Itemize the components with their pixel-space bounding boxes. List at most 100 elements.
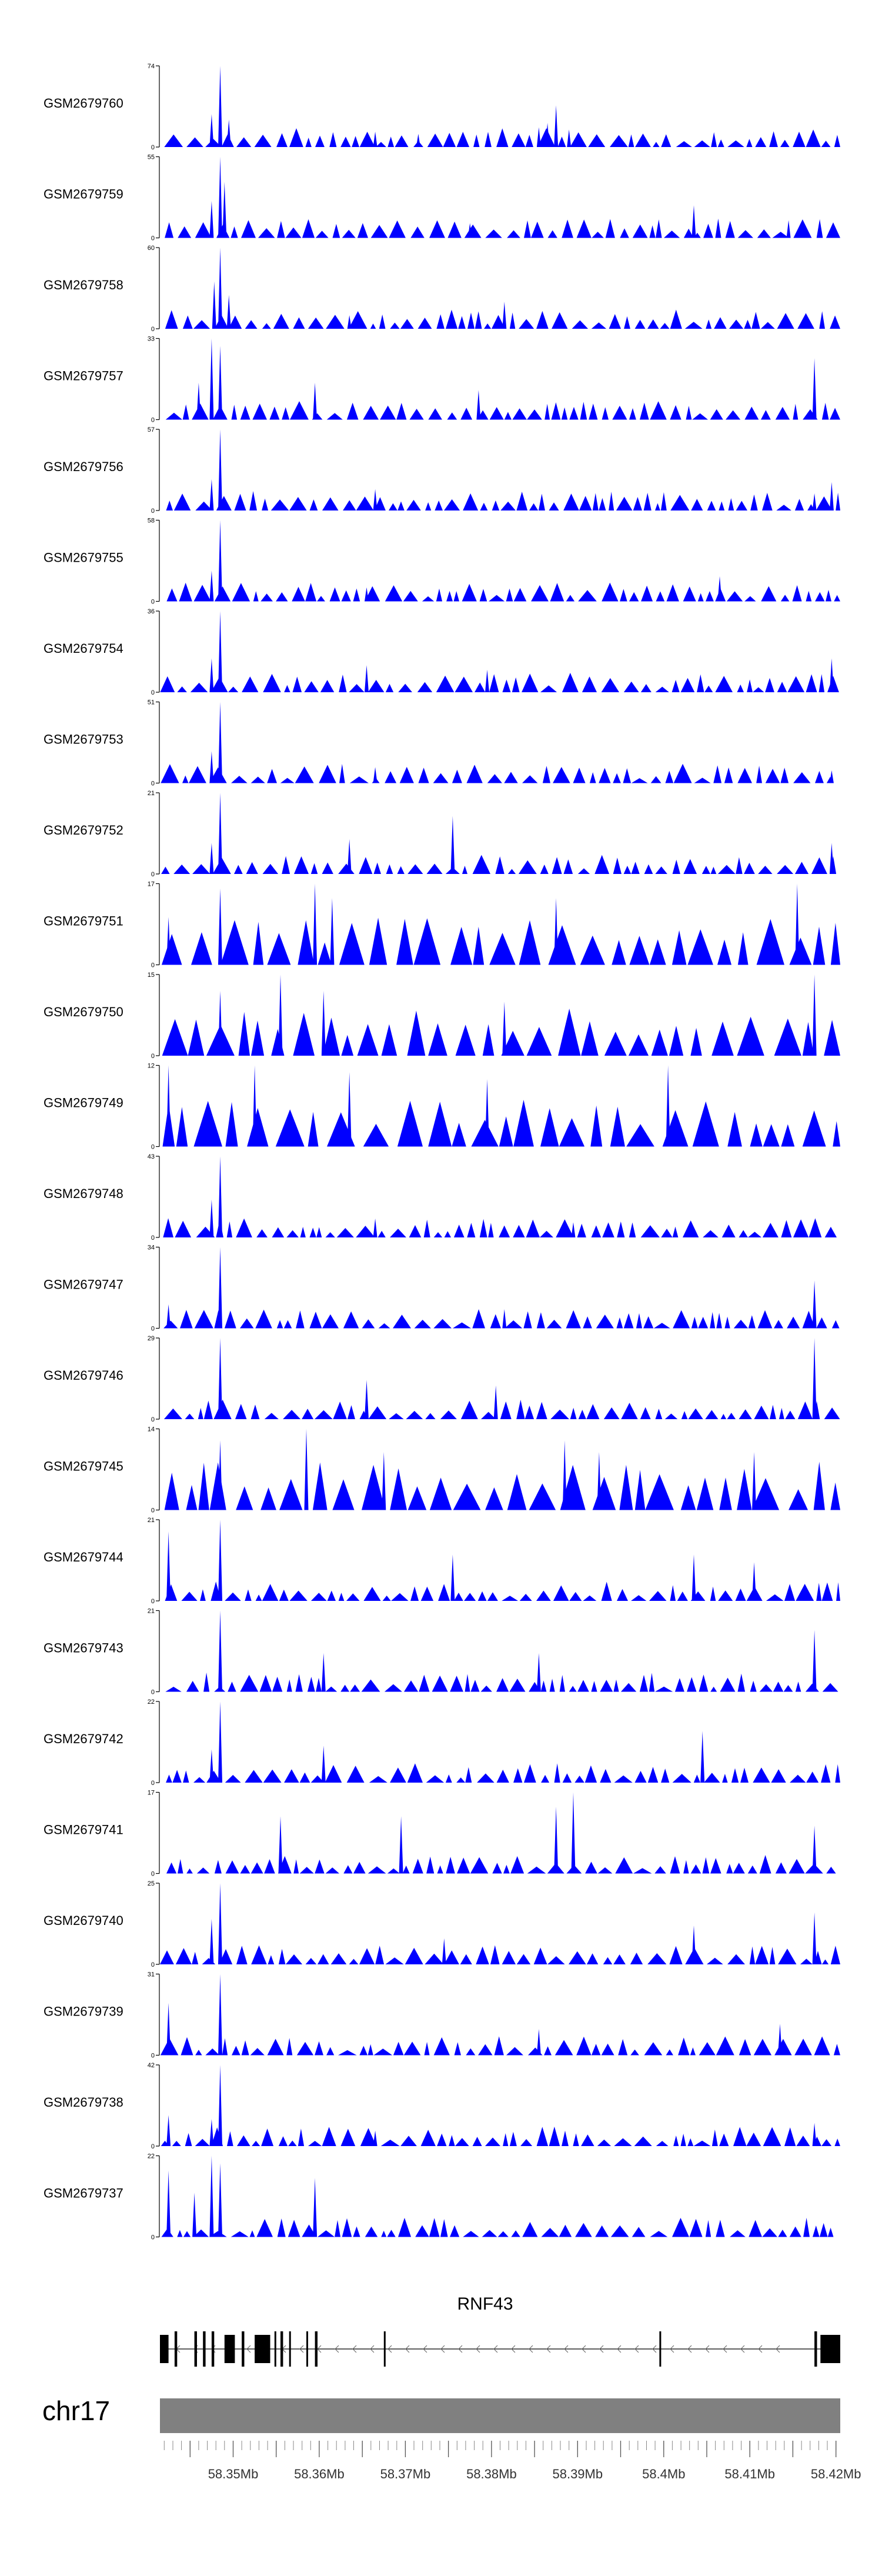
track-GSM2679745: GSM2679745 14 0	[44, 1426, 841, 1514]
coverage-peak	[209, 658, 214, 692]
coverage-peak	[536, 127, 541, 147]
coverage-peak	[567, 129, 572, 147]
coverage-peak	[218, 1156, 222, 1237]
coverage-area	[165, 218, 841, 238]
coverage-peak	[365, 1380, 369, 1419]
y-zero-label: 0	[151, 962, 155, 969]
exon	[820, 2335, 840, 2363]
strand-arrow	[405, 2345, 410, 2353]
coverage-peak	[597, 1451, 602, 1510]
coverage-peak	[347, 839, 352, 874]
chromosome-ideogram: chr17	[42, 2395, 840, 2433]
coverage-peak	[485, 1079, 489, 1147]
coverage-peak	[545, 123, 550, 147]
y-zero-label: 0	[151, 2143, 155, 2150]
coverage-area	[161, 763, 834, 783]
coverage-peak	[166, 917, 171, 965]
coverage-area	[163, 1218, 837, 1237]
y-zero-label: 0	[151, 417, 155, 424]
track-GSM2679738: GSM2679738 42 0	[44, 2062, 841, 2150]
coverage-peak	[536, 2029, 541, 2056]
track-GSM2679759: GSM2679759 55 0	[44, 154, 841, 242]
coverage-peak	[812, 358, 817, 420]
y-max-label: 33	[148, 336, 155, 343]
strand-arrow	[476, 2345, 480, 2353]
y-max-label: 36	[148, 608, 155, 615]
coverage-peak	[347, 315, 352, 329]
coverage-peak	[218, 1247, 222, 1329]
track-GSM2679739: GSM2679739 31 0	[44, 1971, 840, 2060]
strand-arrow	[335, 2345, 339, 2353]
coverage-peak	[554, 1806, 559, 1874]
coverage-peak	[399, 1816, 403, 1874]
strand-arrow	[776, 2345, 780, 2353]
coverage-peak	[218, 1610, 222, 1692]
strand-arrow	[529, 2345, 533, 2353]
track-label: GSM2679760	[44, 96, 123, 111]
y-zero-label: 0	[151, 1780, 155, 1787]
y-max-label: 58	[148, 518, 155, 525]
y-zero-label: 0	[151, 1961, 155, 1968]
coverage-peak	[700, 1731, 705, 1783]
coverage-peak	[467, 223, 472, 238]
coverage-tracks: GSM2679760740GSM2679759550GSM2679758600G…	[44, 63, 841, 2241]
track-GSM2679757: GSM2679757 33 0	[44, 336, 841, 424]
y-zero-label: 0	[151, 1689, 155, 1696]
y-max-label: 25	[148, 1880, 155, 1887]
strand-arrow	[440, 2345, 445, 2353]
coverage-peak	[330, 897, 335, 965]
coverage-peak	[218, 1701, 222, 1783]
y-max-label: 21	[148, 1608, 155, 1615]
coverage-peak	[554, 105, 559, 147]
y-max-label: 34	[148, 1244, 155, 1252]
y-max-label: 60	[148, 245, 155, 252]
track-label: GSM2679737	[44, 2186, 123, 2201]
strand-arrow	[670, 2345, 674, 2353]
coverage-peak	[373, 2130, 377, 2146]
y-zero-label: 0	[151, 1326, 155, 1333]
y-zero-label: 0	[151, 1598, 155, 1605]
coverage-area	[163, 1309, 840, 1329]
track-label: GSM2679758	[44, 278, 123, 292]
coverage-peak	[218, 2163, 222, 2237]
y-zero-label: 0	[151, 2053, 155, 2060]
track-label: GSM2679744	[44, 1550, 123, 1564]
exon	[383, 2331, 386, 2367]
track-label: GSM2679741	[44, 1823, 123, 1837]
coverage-peak	[786, 220, 791, 238]
coverage-peak	[795, 883, 800, 965]
coverage-area	[166, 1763, 841, 1783]
strand-arrow	[705, 2345, 710, 2353]
exon	[211, 2331, 215, 2367]
strand-arrow	[723, 2345, 727, 2353]
coverage-peak	[450, 1554, 455, 1601]
axis-label: 58.39Mb	[552, 2467, 603, 2481]
coverage-peak	[166, 2115, 171, 2146]
coverage-peak	[209, 1199, 214, 1237]
y-max-label: 17	[148, 881, 155, 888]
track-GSM2679747: GSM2679747 34 0	[44, 1244, 840, 1333]
track-label: GSM2679738	[44, 2095, 123, 2110]
coverage-peak	[218, 248, 222, 329]
coverage-peak	[209, 843, 214, 874]
track-GSM2679741: GSM2679741 17 0	[44, 1790, 836, 1878]
strand-arrow	[582, 2345, 586, 2353]
coverage-peak	[218, 702, 222, 783]
track-GSM2679756: GSM2679756 57 0	[44, 426, 840, 515]
coverage-peak	[166, 1065, 171, 1147]
coverage-area	[165, 309, 840, 329]
y-max-label: 21	[148, 1517, 155, 1524]
coverage-area	[166, 1855, 836, 1874]
exon	[289, 2331, 291, 2367]
coverage-peak	[365, 587, 369, 602]
track-GSM2679748: GSM2679748 43 0	[44, 1153, 837, 1242]
coverage-peak	[166, 2003, 171, 2056]
coverage-peak	[485, 669, 489, 692]
coverage-peak	[218, 2065, 222, 2146]
y-zero-label: 0	[151, 508, 155, 515]
exon	[315, 2331, 318, 2367]
coverage-peak	[218, 888, 222, 965]
coverage-peak	[778, 2024, 782, 2056]
coverage-peak	[347, 1072, 352, 1147]
coverage-peak	[218, 346, 222, 420]
